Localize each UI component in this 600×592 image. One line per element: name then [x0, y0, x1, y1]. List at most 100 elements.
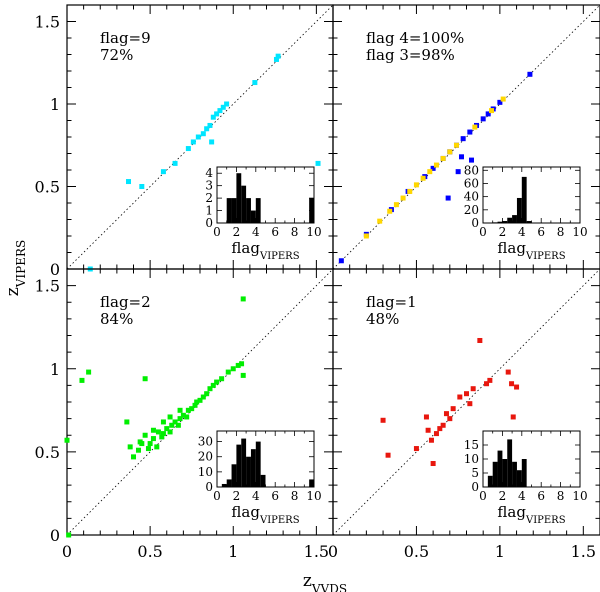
- inset-x-tick-label: 4: [518, 489, 526, 503]
- inset-x-tick-label: 8: [291, 489, 299, 503]
- histogram-bar: [516, 470, 522, 487]
- inset-y-tick-label: 30: [198, 435, 213, 449]
- data-point: [167, 429, 173, 435]
- data-point: [484, 381, 490, 387]
- data-point: [430, 165, 436, 171]
- inset-y-tick-label: 40: [464, 190, 479, 204]
- histogram-bar: [507, 217, 513, 223]
- panel-annotation: flag=9: [100, 29, 151, 47]
- histogram-bar: [309, 479, 314, 487]
- inset-x-tick-label: 2: [233, 225, 241, 239]
- data-point: [433, 431, 439, 437]
- data-point: [150, 436, 156, 442]
- data-point: [169, 422, 175, 428]
- data-point: [464, 391, 469, 397]
- inset-x-tick-label: 6: [537, 225, 545, 239]
- data-point: [184, 414, 190, 420]
- inset-x-tick-label: 2: [499, 489, 507, 503]
- data-point: [214, 379, 220, 385]
- histogram-bar: [526, 221, 532, 223]
- histogram-bar: [246, 456, 251, 487]
- data-point: [497, 99, 503, 105]
- data-point: [487, 377, 493, 383]
- data-point: [195, 134, 201, 140]
- data-point: [377, 218, 383, 224]
- histogram-bar: [502, 459, 508, 487]
- data-point: [177, 407, 183, 413]
- data-point: [124, 419, 130, 425]
- data-point: [527, 71, 533, 77]
- data-point: [64, 437, 70, 443]
- one-to-one-line: [332, 268, 600, 536]
- data-point: [154, 444, 160, 450]
- one-to-one-line: [332, 4, 600, 270]
- inset-x-tick-label: 0: [479, 225, 487, 239]
- data-point: [185, 146, 191, 152]
- x-tick-label: 0.5: [404, 542, 429, 561]
- data-point: [510, 414, 516, 420]
- data-point: [457, 394, 463, 400]
- inset-x-tick-label: 6: [271, 225, 279, 239]
- data-point: [470, 386, 476, 392]
- data-point: [467, 401, 473, 407]
- data-point: [425, 427, 431, 433]
- data-point: [210, 114, 216, 120]
- inset-x-tick-label: 10: [306, 489, 321, 503]
- data-point: [159, 434, 165, 440]
- data-point: [240, 372, 246, 378]
- data-point: [380, 417, 386, 423]
- data-point: [273, 56, 279, 62]
- data-point: [505, 369, 511, 375]
- inset-y-tick-label: 5: [471, 466, 479, 480]
- y-tick-label: 1.5: [35, 13, 60, 32]
- data-point: [393, 202, 399, 208]
- y-tick-label: 1: [50, 95, 60, 114]
- inset-x-tick-label: 4: [518, 225, 526, 239]
- data-point: [135, 447, 141, 453]
- data-point: [443, 411, 449, 417]
- data-point: [160, 431, 166, 437]
- inset-y-tick-label: 80: [464, 163, 479, 177]
- inset-y-tick-label: 10: [198, 465, 213, 479]
- data-point: [240, 296, 246, 302]
- data-point: [455, 169, 461, 175]
- histogram-bar: [241, 438, 247, 487]
- data-point: [207, 386, 213, 392]
- data-point: [230, 366, 236, 372]
- data-point: [147, 441, 153, 447]
- data-point: [413, 446, 419, 452]
- histogram-bar: [492, 461, 498, 487]
- histogram-bar: [512, 461, 517, 487]
- inset-x-tick-label: 8: [291, 225, 299, 239]
- data-point: [204, 391, 210, 397]
- inset-y-tick-label: 20: [464, 203, 479, 217]
- panel-annotation: flag=1: [366, 293, 417, 311]
- histogram-bar: [487, 475, 493, 487]
- data-point: [440, 422, 446, 428]
- histogram-bar: [255, 198, 261, 223]
- data-point: [338, 258, 344, 264]
- inset-y-tick-label: 10: [464, 452, 479, 466]
- data-point: [220, 104, 226, 110]
- x-tick-label: 0.5: [137, 542, 162, 561]
- data-point: [217, 108, 223, 114]
- inset-y-tick-label: 15: [464, 438, 479, 452]
- data-point: [460, 136, 466, 142]
- inset-y-tick-label: 0: [205, 216, 213, 230]
- data-point: [252, 80, 258, 86]
- histogram-bar: [492, 222, 498, 223]
- y-axis-label: zVIPERS: [3, 240, 28, 296]
- data-point: [155, 429, 161, 435]
- histogram-bar: [497, 450, 503, 487]
- data-point: [514, 384, 520, 390]
- data-point: [407, 188, 413, 194]
- data-point: [194, 399, 200, 405]
- data-point: [450, 406, 456, 412]
- inset-x-tick-label: 4: [252, 489, 260, 503]
- inset-y-tick-label: 0: [471, 216, 479, 230]
- inset-x-tick-label: 0: [213, 489, 221, 503]
- x-tick-label: 1: [228, 542, 238, 561]
